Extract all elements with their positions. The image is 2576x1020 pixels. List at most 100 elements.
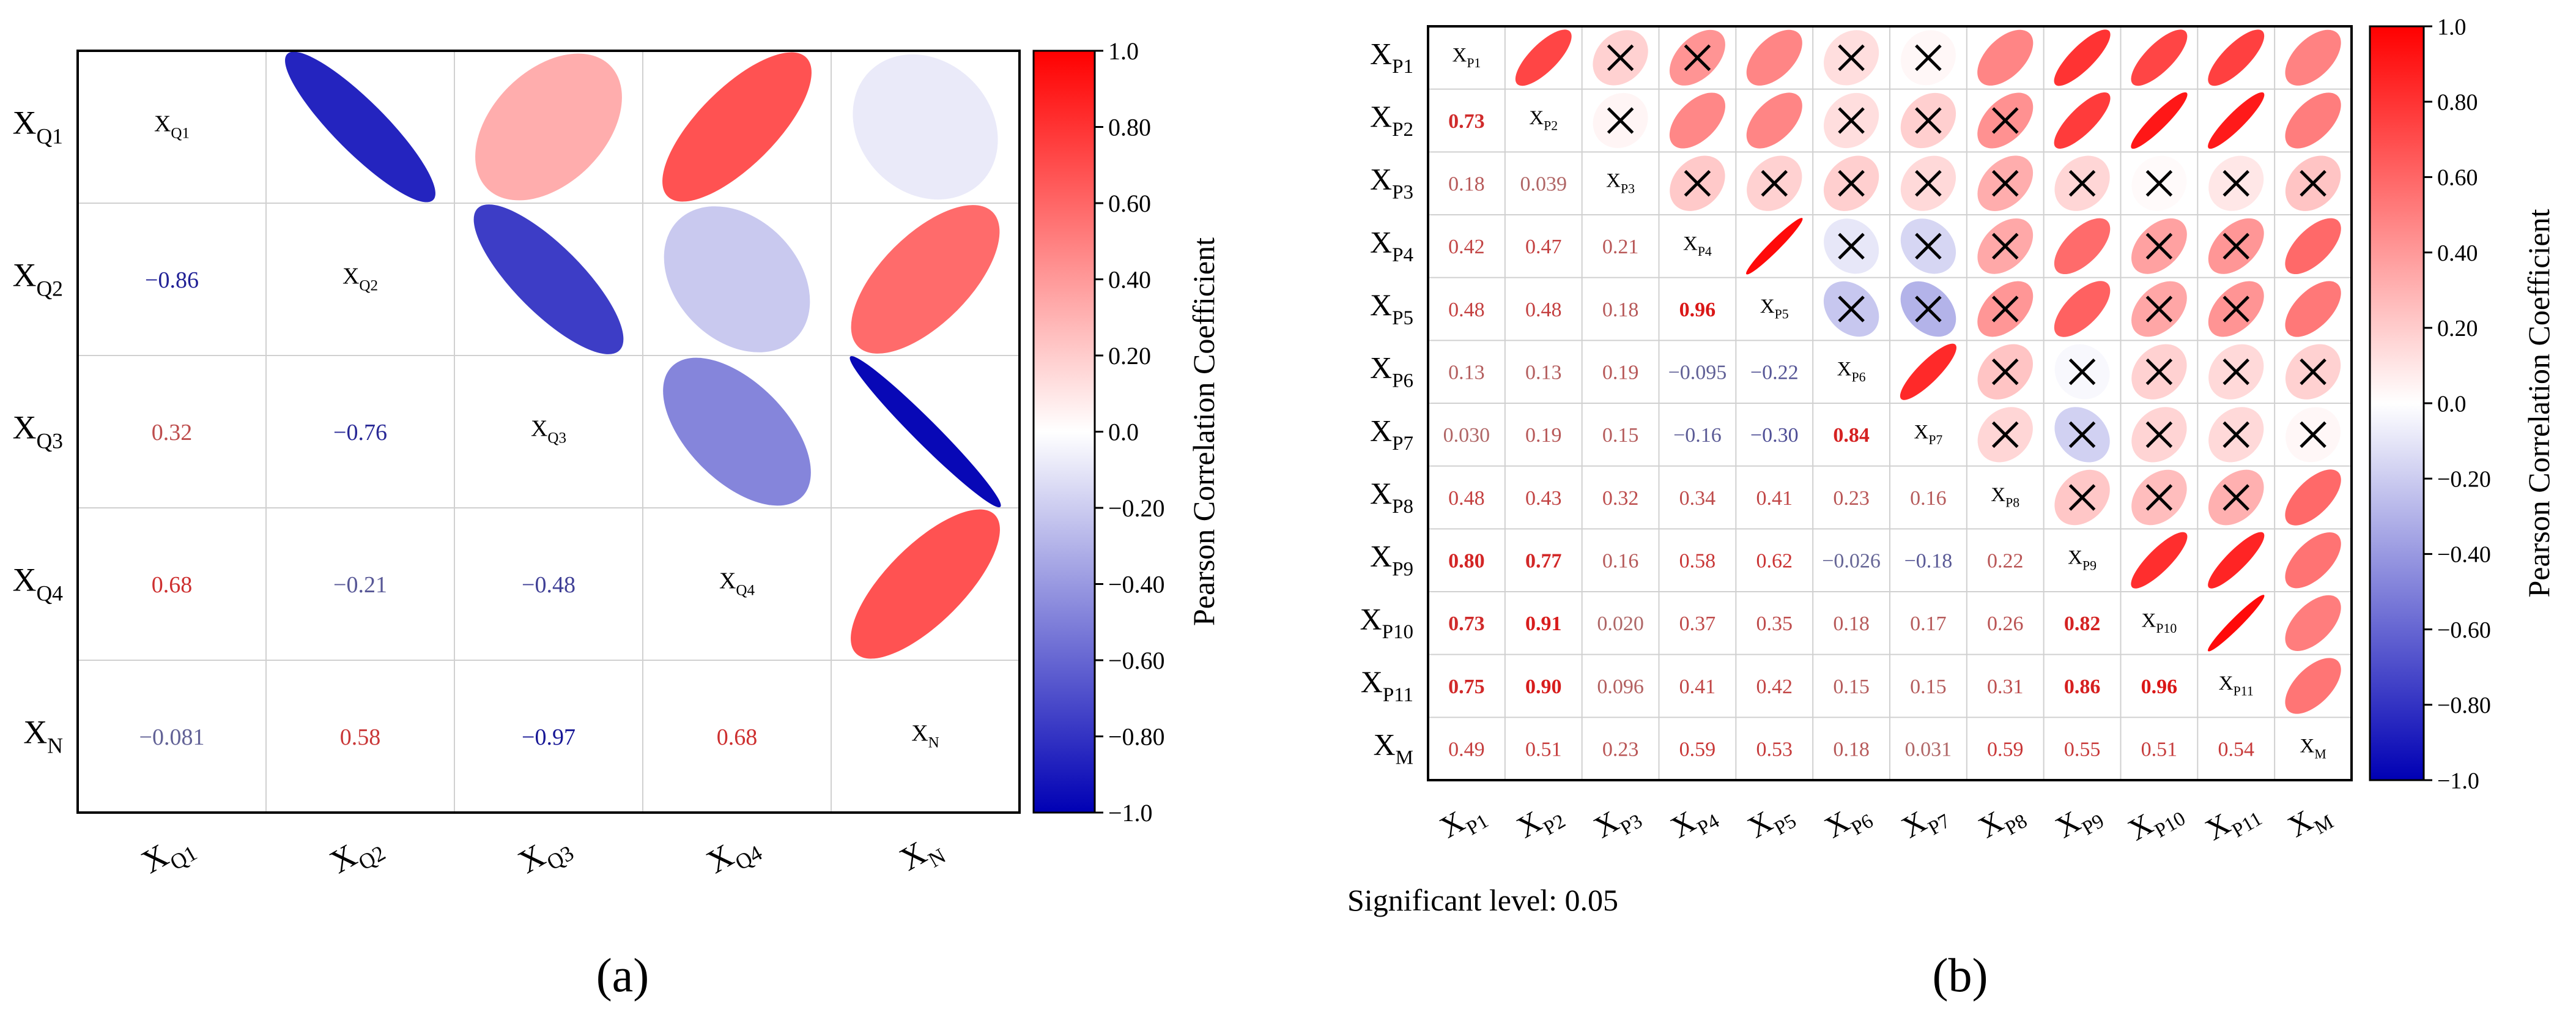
not-significant-cross-mark xyxy=(1607,44,1634,72)
colorbar-gradient xyxy=(1032,50,1096,814)
not-significant-cross-mark xyxy=(2145,169,2173,197)
diagonal-label-q1: XQ1 xyxy=(154,111,190,141)
diagonal-label-m: XM xyxy=(2300,735,2326,762)
correlation-value-label: 0.039 xyxy=(1520,173,1567,196)
correlation-value-label: 0.80 xyxy=(1448,550,1485,573)
correlation-value-label: 0.23 xyxy=(1602,739,1639,761)
row-label-p6: XP6 xyxy=(1370,351,1413,392)
correlation-value-label: 0.43 xyxy=(1525,487,1562,510)
correlation-value-label: 0.17 xyxy=(1910,612,1947,635)
correlation-ellipse xyxy=(664,206,810,352)
correlation-ellipse xyxy=(2285,281,2341,337)
correlation-value-label: 0.59 xyxy=(1987,739,2024,761)
colorbar-tick-label: −0.20 xyxy=(2437,467,2491,493)
panel-b-colorbar: 1.0 0.80 0.60 0.40 0.20 0.0 −0.20 −0.40 −0.60 −0.… xyxy=(2369,14,2556,794)
correlation-value-label: −0.16 xyxy=(1673,424,1722,447)
correlation-ellipse xyxy=(853,54,998,200)
diagonal-label-p11: XP11 xyxy=(2219,672,2254,699)
not-significant-cross-mark xyxy=(2145,484,2173,511)
row-label-p10: XP10 xyxy=(1360,601,1413,643)
not-significant-cross-mark xyxy=(1838,233,1865,260)
column-label-p3: XP3 xyxy=(1588,793,1646,851)
not-significant-cross-mark xyxy=(2223,358,2250,385)
colorbar-tick-label: 0.20 xyxy=(1108,342,1151,370)
correlation-value-label: −0.30 xyxy=(1750,424,1799,447)
correlation-ellipse xyxy=(2054,92,2111,149)
correlation-value-label: −0.86 xyxy=(145,267,199,293)
correlation-ellipse xyxy=(851,205,1000,354)
not-significant-cross-mark xyxy=(1915,44,1942,72)
correlation-value-label: 0.96 xyxy=(1679,299,1716,321)
correlation-value-label: 0.15 xyxy=(1833,676,1870,698)
colorbar-tick-label: 0.20 xyxy=(2437,316,2478,341)
correlation-value-label: −0.22 xyxy=(1750,362,1799,384)
column-label-p5: XP5 xyxy=(1742,793,1800,851)
not-significant-cross-mark xyxy=(2223,421,2250,449)
diagonal-label-q4: XQ4 xyxy=(719,568,755,598)
diagonal-label-p1: XP1 xyxy=(1452,44,1481,70)
correlation-ellipse xyxy=(663,357,811,506)
diagonal-label-p2: XP2 xyxy=(1529,107,1558,133)
column-label-p11: XP11 xyxy=(2199,791,2266,853)
correlation-ellipse xyxy=(1746,92,1802,149)
not-significant-cross-mark xyxy=(1991,358,2019,385)
correlation-ellipse xyxy=(2208,92,2265,149)
correlation-value-label: 0.90 xyxy=(1525,676,1562,698)
not-significant-cross-mark xyxy=(2145,233,2173,260)
correlation-value-label: 0.68 xyxy=(152,572,193,598)
not-significant-cross-mark xyxy=(2068,169,2096,197)
correlation-ellipse xyxy=(1515,29,1572,86)
correlation-value-label: 0.22 xyxy=(1987,550,2024,573)
diagonal-label-p4: XP4 xyxy=(1683,233,1712,259)
correlation-value-label: 0.48 xyxy=(1525,299,1562,321)
correlation-value-label: 0.31 xyxy=(1987,676,2024,698)
not-significant-cross-mark xyxy=(2223,296,2250,322)
diagonal-label-q2: XQ2 xyxy=(342,263,378,294)
colorbar-tick-label: −0.80 xyxy=(2437,693,2491,718)
correlation-value-label: −0.97 xyxy=(522,724,576,750)
column-label-p9: XP9 xyxy=(2049,793,2108,851)
correlation-value-label: 0.37 xyxy=(1679,612,1716,635)
row-label-p4: XP4 xyxy=(1370,225,1413,266)
correlation-ellipse xyxy=(2208,532,2265,589)
correlation-value-label: 0.21 xyxy=(1602,236,1639,258)
correlation-value-label: 0.13 xyxy=(1525,362,1562,384)
row-label-p11: XP11 xyxy=(1361,664,1413,706)
not-significant-cross-mark xyxy=(2145,296,2173,322)
significance-note: Significant level: 0.05 xyxy=(1347,883,1618,917)
correlation-ellipse xyxy=(2285,469,2341,526)
correlation-value-label: 0.19 xyxy=(1525,424,1562,447)
correlation-value-label: 0.18 xyxy=(1833,612,1870,635)
not-significant-cross-mark xyxy=(1991,107,2019,134)
correlation-value-label: 0.91 xyxy=(1525,612,1562,635)
not-significant-cross-mark xyxy=(2300,421,2326,449)
not-significant-cross-mark xyxy=(1838,169,1865,197)
correlation-value-label: 0.18 xyxy=(1833,739,1870,761)
correlation-value-label: 0.15 xyxy=(1910,676,1947,698)
colorbar-tick-label: −0.40 xyxy=(1108,571,1165,598)
colorbar-tick-label: 0.60 xyxy=(1108,190,1151,217)
correlation-value-label: 0.48 xyxy=(1448,487,1485,510)
correlation-value-label: −0.026 xyxy=(1822,550,1881,573)
correlation-ellipse xyxy=(2208,29,2265,86)
colorbar-tick-label: −0.60 xyxy=(2437,617,2491,643)
panel-a-correlation-matrix: XQ1 −0.86 XQ2 0.32 −0.76 XQ3 0.68 −0.21 −0.48 XQ4… xyxy=(12,50,1021,887)
not-significant-cross-mark xyxy=(2068,358,2096,385)
correlation-ellipse xyxy=(851,509,1000,659)
not-significant-cross-mark xyxy=(1915,169,1942,197)
correlation-value-label: 0.62 xyxy=(1756,550,1793,573)
correlation-value-label: 0.84 xyxy=(1833,424,1870,447)
correlation-value-label: 0.82 xyxy=(2064,612,2101,635)
correlation-value-label: −0.21 xyxy=(333,572,387,598)
correlation-value-label: 0.42 xyxy=(1448,236,1485,258)
correlation-value-label: 0.77 xyxy=(1525,550,1562,573)
row-label-p3: XP3 xyxy=(1370,162,1413,204)
correlation-value-label: 0.58 xyxy=(340,724,381,750)
correlation-ellipse xyxy=(2131,29,2188,86)
correlation-value-label: −0.095 xyxy=(1668,362,1727,384)
correlation-ellipse xyxy=(1746,29,1802,86)
not-significant-cross-mark xyxy=(1915,107,1942,134)
correlation-ellipse xyxy=(475,53,622,201)
colorbar-tick-label: 1.0 xyxy=(2437,14,2467,40)
diagonal-label-p3: XP3 xyxy=(1606,170,1635,196)
